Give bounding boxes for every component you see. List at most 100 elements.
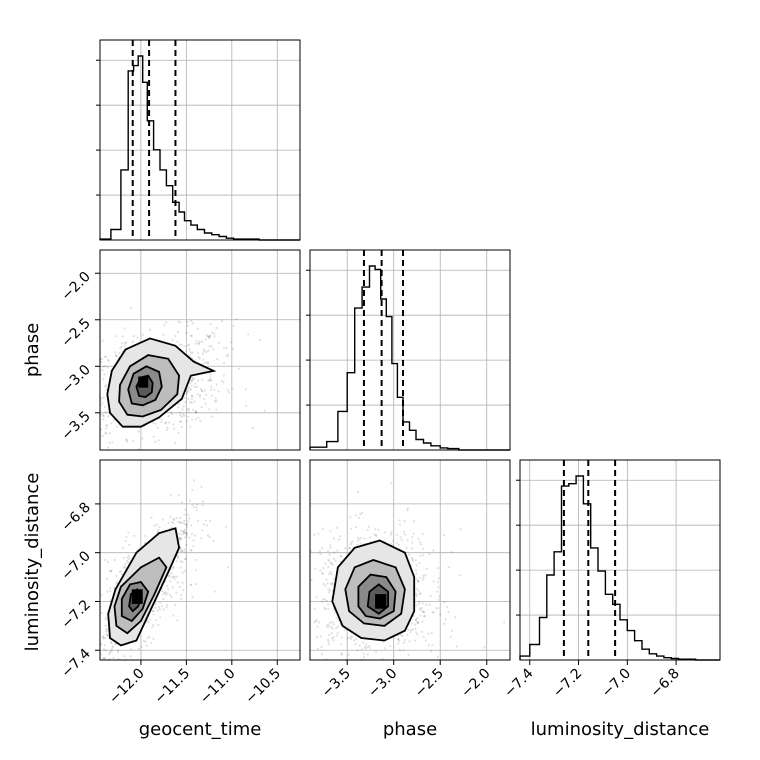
sample-point	[332, 557, 335, 561]
sample-point	[152, 613, 155, 616]
sample-point	[176, 581, 179, 584]
xtick-label-1: −11.5	[152, 666, 194, 708]
sample-point	[335, 616, 338, 619]
sample-point	[178, 521, 182, 524]
sample-point	[207, 349, 210, 352]
sample-point	[356, 536, 359, 540]
sample-point	[105, 432, 108, 435]
sample-point	[189, 401, 192, 404]
sample-point	[213, 590, 216, 593]
sample-point	[190, 533, 193, 536]
sample-point	[122, 556, 125, 559]
sample-point	[431, 643, 434, 646]
sample-point	[366, 646, 369, 649]
ytick-label-1: −3.0	[58, 362, 93, 397]
sample-point	[328, 588, 332, 592]
sample-point	[177, 494, 180, 497]
sample-point	[418, 541, 422, 544]
sample-point	[368, 646, 372, 649]
sample-point	[193, 382, 196, 385]
sample-point	[169, 515, 172, 518]
sample-point	[183, 519, 186, 523]
sample-point	[414, 627, 417, 630]
sample-point	[420, 607, 423, 610]
sample-point	[445, 605, 449, 609]
sample-point	[421, 620, 424, 623]
sample-point	[165, 321, 168, 324]
sample-point	[329, 530, 332, 533]
sample-point	[443, 622, 446, 625]
sample-point	[204, 338, 207, 341]
sample-point	[336, 631, 339, 634]
sample-point	[331, 637, 334, 640]
contour-level-3	[366, 583, 389, 615]
sample-point	[344, 628, 347, 632]
sample-point	[189, 425, 192, 428]
sample-point	[390, 533, 393, 536]
sample-point	[193, 359, 197, 362]
sample-point	[330, 573, 333, 576]
sample-point	[383, 531, 386, 534]
sample-point	[184, 528, 187, 532]
sample-point	[207, 335, 210, 338]
sample-point	[320, 645, 323, 649]
sample-point	[438, 595, 441, 598]
sample-point	[237, 367, 240, 370]
sample-point	[231, 347, 234, 350]
sample-point	[349, 636, 352, 639]
sample-point	[339, 555, 342, 558]
sample-point	[107, 634, 110, 638]
sample-point	[319, 635, 323, 638]
sample-point	[327, 607, 330, 611]
sample-point	[455, 645, 458, 648]
sample-point	[330, 583, 333, 586]
sample-point	[427, 644, 431, 647]
sample-point	[447, 566, 450, 569]
sample-point	[209, 335, 212, 338]
sample-point	[186, 320, 189, 323]
sample-point	[103, 373, 106, 376]
sample-point	[360, 536, 363, 539]
sample-point	[402, 530, 406, 533]
sample-point	[127, 554, 130, 557]
sample-point	[201, 352, 204, 355]
sample-point	[104, 657, 107, 660]
sample-point	[227, 566, 230, 569]
sample-point	[416, 621, 420, 624]
sample-point	[168, 574, 171, 577]
sample-point	[325, 578, 328, 581]
sample-point	[105, 630, 108, 633]
sample-point	[340, 636, 343, 639]
sample-point	[222, 381, 225, 384]
sample-point	[328, 553, 331, 556]
sample-point	[418, 600, 421, 603]
sample-point	[176, 520, 180, 523]
sample-point	[185, 332, 188, 335]
sample-point	[326, 550, 330, 553]
sample-point	[179, 321, 182, 324]
sample-point	[330, 626, 333, 629]
sample-point	[191, 351, 194, 354]
sample-point	[141, 333, 145, 336]
sample-point	[432, 580, 435, 583]
sample-point	[123, 344, 127, 347]
sample-point	[116, 650, 120, 654]
sample-point	[108, 587, 112, 590]
sample-point	[124, 539, 127, 543]
density-peak-cell	[375, 594, 387, 609]
sample-point	[360, 511, 364, 514]
sample-point	[350, 635, 353, 638]
sample-point	[108, 570, 112, 573]
sample-point	[119, 347, 122, 350]
sample-point	[319, 569, 322, 572]
density-phase-vs-geocent-time-frame	[99, 249, 301, 451]
sample-point	[181, 415, 184, 418]
sample-point	[106, 634, 109, 637]
sample-point	[375, 534, 378, 538]
sample-point	[105, 388, 108, 391]
sample-point	[159, 601, 162, 604]
sample-point	[399, 633, 402, 636]
density-peak-cell	[138, 376, 149, 388]
sample-point	[442, 534, 446, 537]
sample-point	[213, 400, 216, 403]
